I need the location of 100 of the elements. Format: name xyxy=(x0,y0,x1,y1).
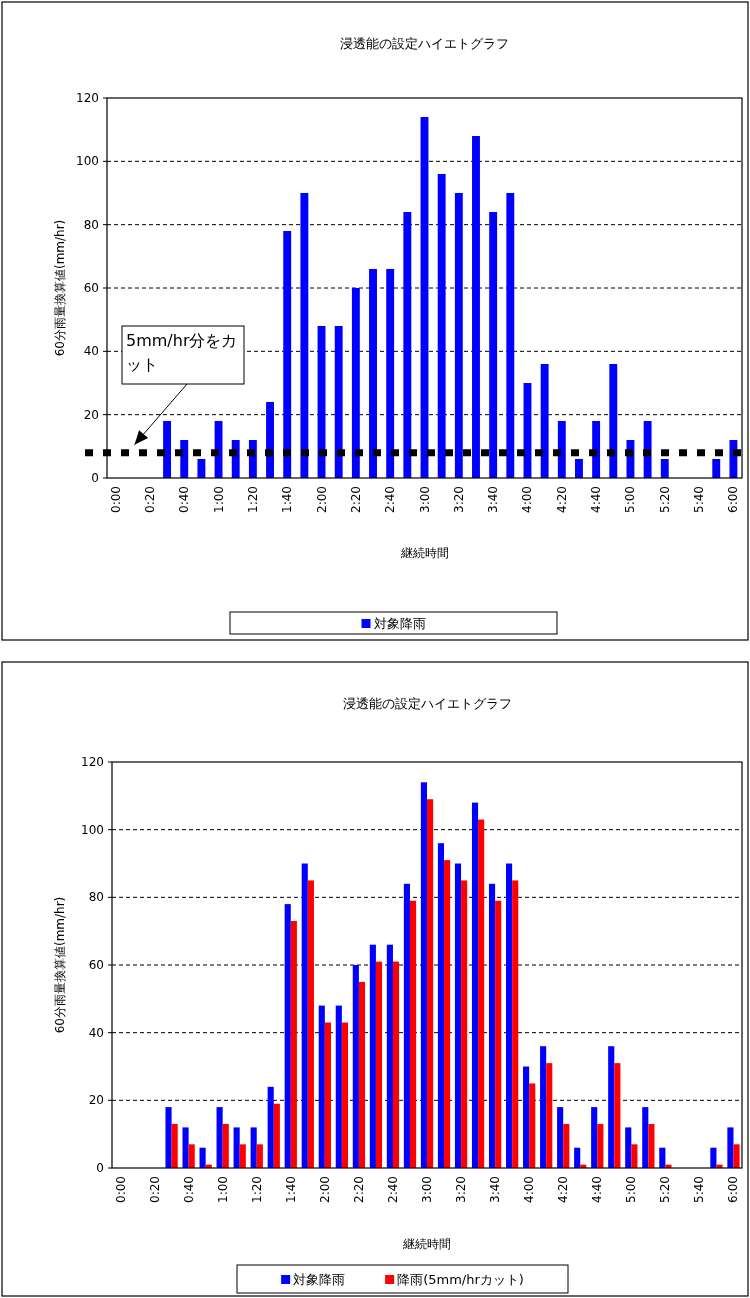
x-tick-label: 4:40 xyxy=(590,1176,605,1203)
bar xyxy=(488,883,496,1168)
legend: 対象降雨 xyxy=(229,611,558,635)
x-tick-label: 3:40 xyxy=(486,486,501,513)
y-tick-label: 80 xyxy=(83,217,99,232)
y-tick-label: 120 xyxy=(76,91,99,105)
bar xyxy=(318,1005,325,1168)
y-tick-label: 100 xyxy=(76,154,99,169)
bar xyxy=(409,900,417,1168)
x-tick-label: 5:20 xyxy=(657,486,672,513)
x-tick-label: 5:20 xyxy=(658,1176,673,1203)
x-tick-label: 3:00 xyxy=(417,486,432,513)
bar xyxy=(461,880,468,1168)
bar xyxy=(199,1147,206,1168)
y-tick-label: 20 xyxy=(83,407,99,422)
annotation-callout: 5mm/hr分をカット xyxy=(121,325,245,446)
bar xyxy=(427,799,434,1168)
x-tick-label: 3:20 xyxy=(451,486,466,513)
bar xyxy=(386,944,393,1168)
y-tick-label: 60 xyxy=(88,958,104,972)
bar xyxy=(478,819,485,1168)
bar xyxy=(642,1107,649,1168)
bar xyxy=(437,174,446,478)
y-tick-label: 80 xyxy=(88,890,104,905)
y-tick-label: 40 xyxy=(88,1025,104,1040)
bar xyxy=(290,921,297,1168)
legend-label: 降雨(5mm/hrカット) xyxy=(397,1272,524,1287)
bar xyxy=(188,1144,195,1168)
bar xyxy=(592,421,601,478)
bar xyxy=(609,364,618,478)
bar xyxy=(631,1144,638,1168)
bar xyxy=(222,1124,229,1168)
x-tick-label: 4:20 xyxy=(554,486,569,513)
x-tick-label: 1:20 xyxy=(249,1176,264,1203)
bar xyxy=(214,421,223,478)
bar xyxy=(506,193,515,478)
x-tick-label: 2:00 xyxy=(317,1176,332,1203)
bar xyxy=(182,1127,189,1168)
bar xyxy=(307,880,314,1168)
x-tick-label: 0:40 xyxy=(181,1176,196,1203)
bar xyxy=(591,1107,598,1168)
bar xyxy=(334,326,343,478)
x-tick-label: 2:40 xyxy=(383,486,398,513)
x-tick-label: 3:40 xyxy=(488,1176,503,1203)
bar xyxy=(659,1147,666,1168)
bar xyxy=(648,1124,655,1168)
x-tick-label: 5:40 xyxy=(692,486,707,513)
y-tick-label: 100 xyxy=(81,822,104,837)
bar xyxy=(403,212,412,478)
bar xyxy=(197,459,206,478)
bar xyxy=(266,402,274,478)
bar xyxy=(403,883,410,1168)
x-tick-label: 1:00 xyxy=(211,486,226,513)
bar xyxy=(369,944,376,1168)
bar xyxy=(597,1124,604,1168)
x-tick-label: 5:40 xyxy=(692,1176,707,1203)
y-axis-title: 60分雨量換算値(mm/hr) xyxy=(53,896,67,1034)
x-tick-label: 2:40 xyxy=(385,1176,400,1203)
bar xyxy=(375,961,383,1168)
bar xyxy=(472,136,480,478)
y-tick-label: 40 xyxy=(83,344,99,359)
bar xyxy=(733,1144,740,1168)
x-axis-title: 継続時間 xyxy=(402,1237,451,1251)
annotation: 5mm/hr分をカット xyxy=(126,331,238,374)
bar xyxy=(512,880,519,1168)
x-tick-label: 4:40 xyxy=(589,486,604,513)
x-tick-label: 1:20 xyxy=(245,486,260,513)
bar xyxy=(392,961,400,1168)
bar xyxy=(256,1144,263,1168)
bar xyxy=(351,288,360,478)
bar xyxy=(163,421,172,478)
x-tick-label: 0:00 xyxy=(113,1176,128,1203)
x-tick-label: 6:00 xyxy=(726,486,741,513)
bar xyxy=(283,231,292,478)
bar xyxy=(284,904,291,1168)
bar xyxy=(660,459,669,478)
x-tick-label: 1:40 xyxy=(280,486,295,513)
bar xyxy=(575,459,583,478)
bar xyxy=(250,1127,257,1168)
bar xyxy=(495,900,502,1168)
bar xyxy=(165,1107,172,1168)
bar xyxy=(506,863,513,1168)
bar xyxy=(239,1144,246,1168)
x-tick-label: 6:00 xyxy=(726,1176,741,1203)
bar xyxy=(444,860,451,1168)
chart-title: 浸透能の設定ハイエトグラフ xyxy=(340,36,509,51)
y-tick-label: 0 xyxy=(91,471,99,485)
legend-label: 対象降雨 xyxy=(293,1272,346,1287)
bar xyxy=(267,1086,274,1168)
bar xyxy=(273,1103,280,1168)
x-tick-label: 5:00 xyxy=(623,486,638,513)
x-tick-label: 3:00 xyxy=(420,1176,434,1203)
x-tick-label: 0:00 xyxy=(108,486,123,513)
x-tick-label: 1:00 xyxy=(215,1176,230,1203)
bar xyxy=(216,1107,223,1168)
bar xyxy=(712,459,721,478)
legend-label: 対象降雨 xyxy=(373,616,426,631)
bar xyxy=(563,1124,570,1168)
y-tick-label: 0 xyxy=(96,1161,104,1175)
bar xyxy=(727,1127,734,1168)
